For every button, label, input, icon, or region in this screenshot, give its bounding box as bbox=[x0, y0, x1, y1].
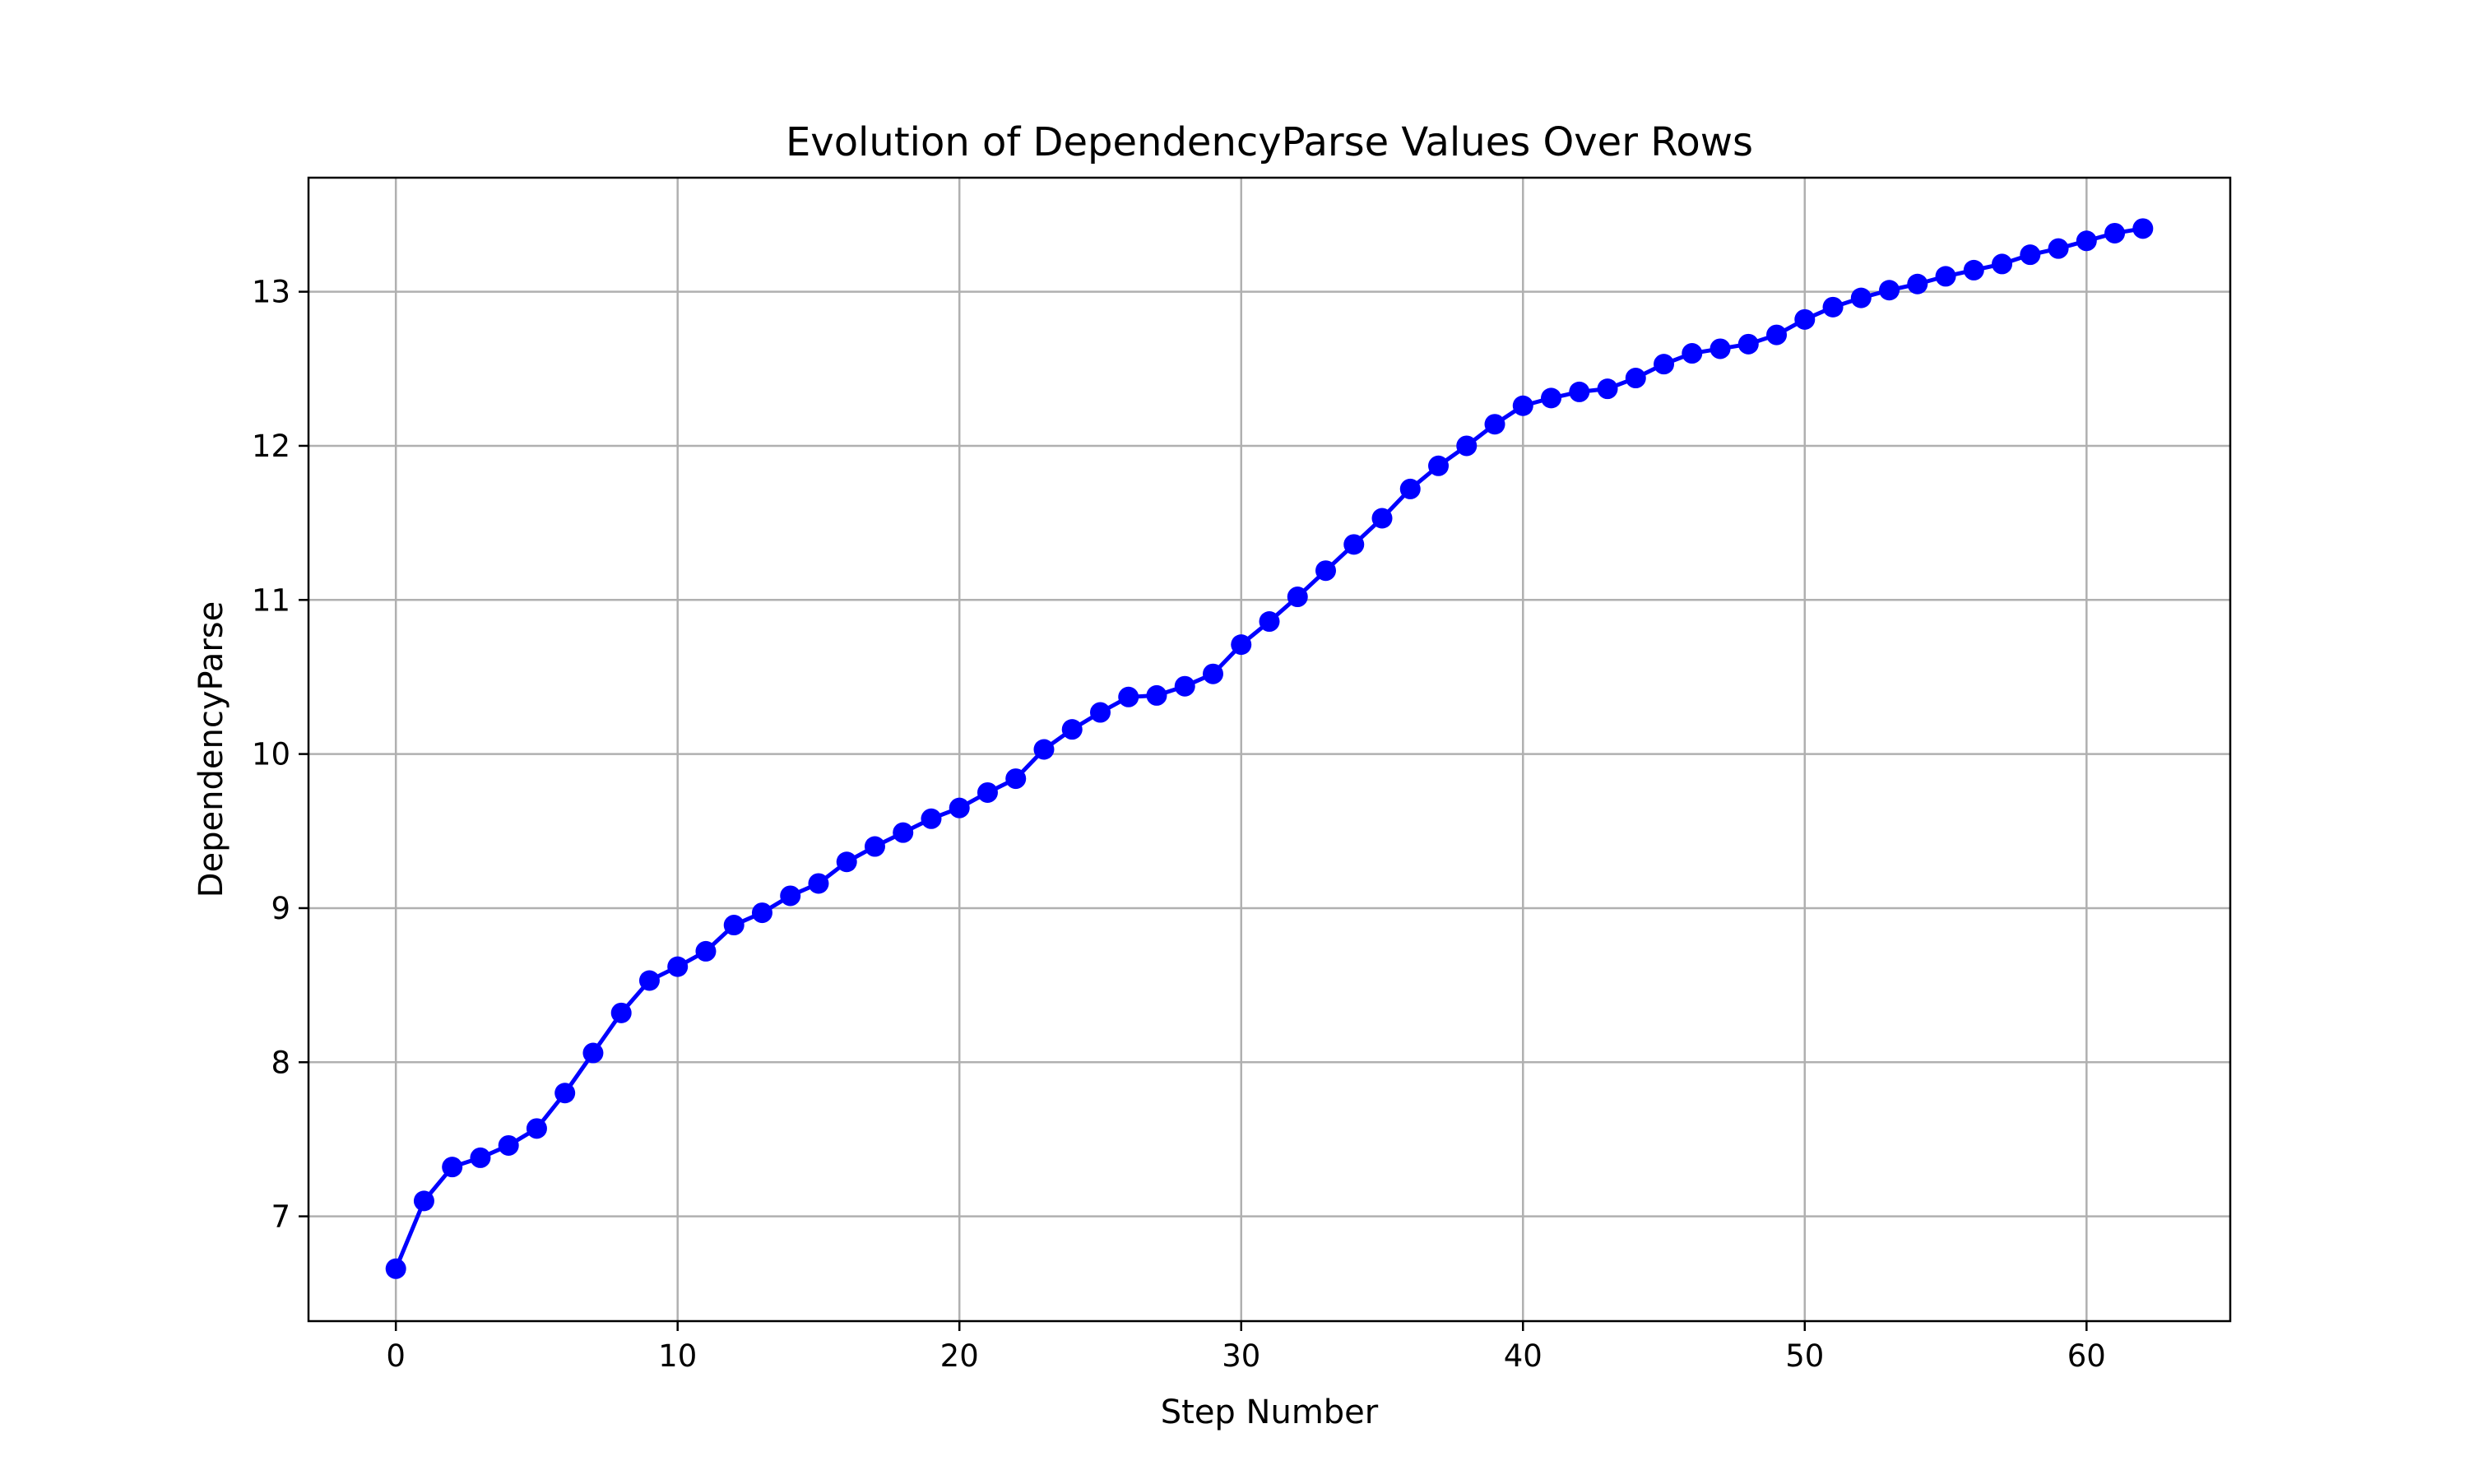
data-point bbox=[667, 956, 689, 977]
data-point bbox=[1992, 253, 2013, 275]
series-layer bbox=[385, 218, 2154, 1279]
data-point bbox=[1512, 395, 1533, 416]
data-point bbox=[1202, 663, 1223, 684]
data-point bbox=[1625, 368, 1646, 389]
data-point bbox=[470, 1147, 491, 1168]
data-point bbox=[780, 885, 801, 907]
data-point bbox=[1399, 478, 1421, 499]
y-tick-label: 11 bbox=[252, 582, 290, 618]
data-point bbox=[610, 1002, 632, 1023]
data-point bbox=[893, 822, 914, 843]
data-point bbox=[1231, 634, 1252, 656]
x-tick-label: 40 bbox=[1504, 1338, 1542, 1374]
data-point bbox=[1794, 308, 1816, 330]
data-point bbox=[1174, 675, 1195, 697]
data-point bbox=[582, 1042, 604, 1064]
data-point bbox=[1343, 534, 1365, 555]
x-axis-ticks: 0 10 20 30 40 50 60 bbox=[386, 1321, 2106, 1374]
data-point bbox=[413, 1190, 434, 1212]
data-point bbox=[1033, 739, 1055, 760]
data-point bbox=[695, 940, 717, 962]
data-point bbox=[977, 781, 998, 803]
data-point bbox=[2048, 238, 2069, 259]
data-point bbox=[1371, 508, 1393, 529]
y-axis-ticks: 7 8 9 10 11 12 13 bbox=[252, 275, 308, 1235]
data-point bbox=[2104, 222, 2126, 243]
data-point bbox=[1963, 259, 1984, 281]
y-tick-label: 9 bbox=[271, 891, 290, 926]
data-point bbox=[1879, 280, 1900, 301]
x-tick-label: 60 bbox=[2067, 1338, 2106, 1374]
data-point bbox=[2132, 218, 2154, 239]
data-point bbox=[1710, 338, 1731, 359]
data-point bbox=[2076, 230, 2097, 252]
data-point bbox=[1935, 266, 1956, 287]
data-point bbox=[1597, 378, 1618, 400]
data-point bbox=[638, 970, 660, 991]
data-point bbox=[1737, 333, 1759, 355]
data-point bbox=[1061, 719, 1083, 740]
data-point bbox=[1259, 611, 1280, 633]
data-point bbox=[1907, 273, 1928, 294]
chart-title: Evolution of DependencyParse Values Over… bbox=[786, 119, 1753, 165]
data-point bbox=[1089, 702, 1111, 723]
x-axis-label: Step Number bbox=[1161, 1394, 1379, 1431]
data-point bbox=[1766, 324, 1788, 345]
data-point bbox=[1005, 768, 1027, 790]
data-point bbox=[442, 1157, 463, 1178]
data-point bbox=[1850, 287, 1872, 308]
x-tick-label: 10 bbox=[658, 1338, 697, 1374]
data-point bbox=[1146, 684, 1167, 706]
y-axis-label: DependencyParse bbox=[193, 601, 230, 898]
x-tick-label: 20 bbox=[940, 1338, 979, 1374]
data-point bbox=[1484, 414, 1505, 435]
data-point bbox=[1428, 455, 1450, 476]
y-tick-label: 7 bbox=[271, 1199, 290, 1235]
data-point bbox=[864, 836, 885, 857]
data-point bbox=[385, 1258, 406, 1279]
data-point bbox=[1541, 387, 1562, 409]
x-tick-label: 30 bbox=[1222, 1338, 1260, 1374]
data-point bbox=[1456, 435, 1478, 457]
data-point bbox=[1569, 381, 1590, 402]
data-point bbox=[949, 797, 970, 819]
y-tick-label: 8 bbox=[271, 1045, 290, 1080]
y-tick-label: 13 bbox=[252, 275, 290, 310]
data-point bbox=[1682, 343, 1703, 364]
x-tick-label: 0 bbox=[386, 1338, 406, 1374]
data-point bbox=[808, 873, 829, 894]
data-point bbox=[1315, 560, 1337, 582]
data-point bbox=[1287, 587, 1308, 608]
data-point bbox=[723, 915, 745, 936]
y-tick-label: 12 bbox=[252, 429, 290, 464]
data-point bbox=[836, 851, 857, 873]
grid bbox=[308, 178, 2230, 1321]
plot-frame bbox=[307, 176, 2232, 1323]
data-point bbox=[1654, 354, 1675, 375]
data-point bbox=[526, 1118, 547, 1139]
x-tick-label: 50 bbox=[1785, 1338, 1824, 1374]
y-tick-label: 10 bbox=[252, 737, 290, 772]
data-point bbox=[1822, 296, 1844, 318]
data-point bbox=[498, 1134, 519, 1156]
data-point bbox=[554, 1083, 576, 1104]
data-point bbox=[921, 808, 942, 829]
data-point bbox=[1118, 686, 1139, 707]
data-point bbox=[2020, 244, 2041, 266]
data-point bbox=[751, 902, 772, 924]
